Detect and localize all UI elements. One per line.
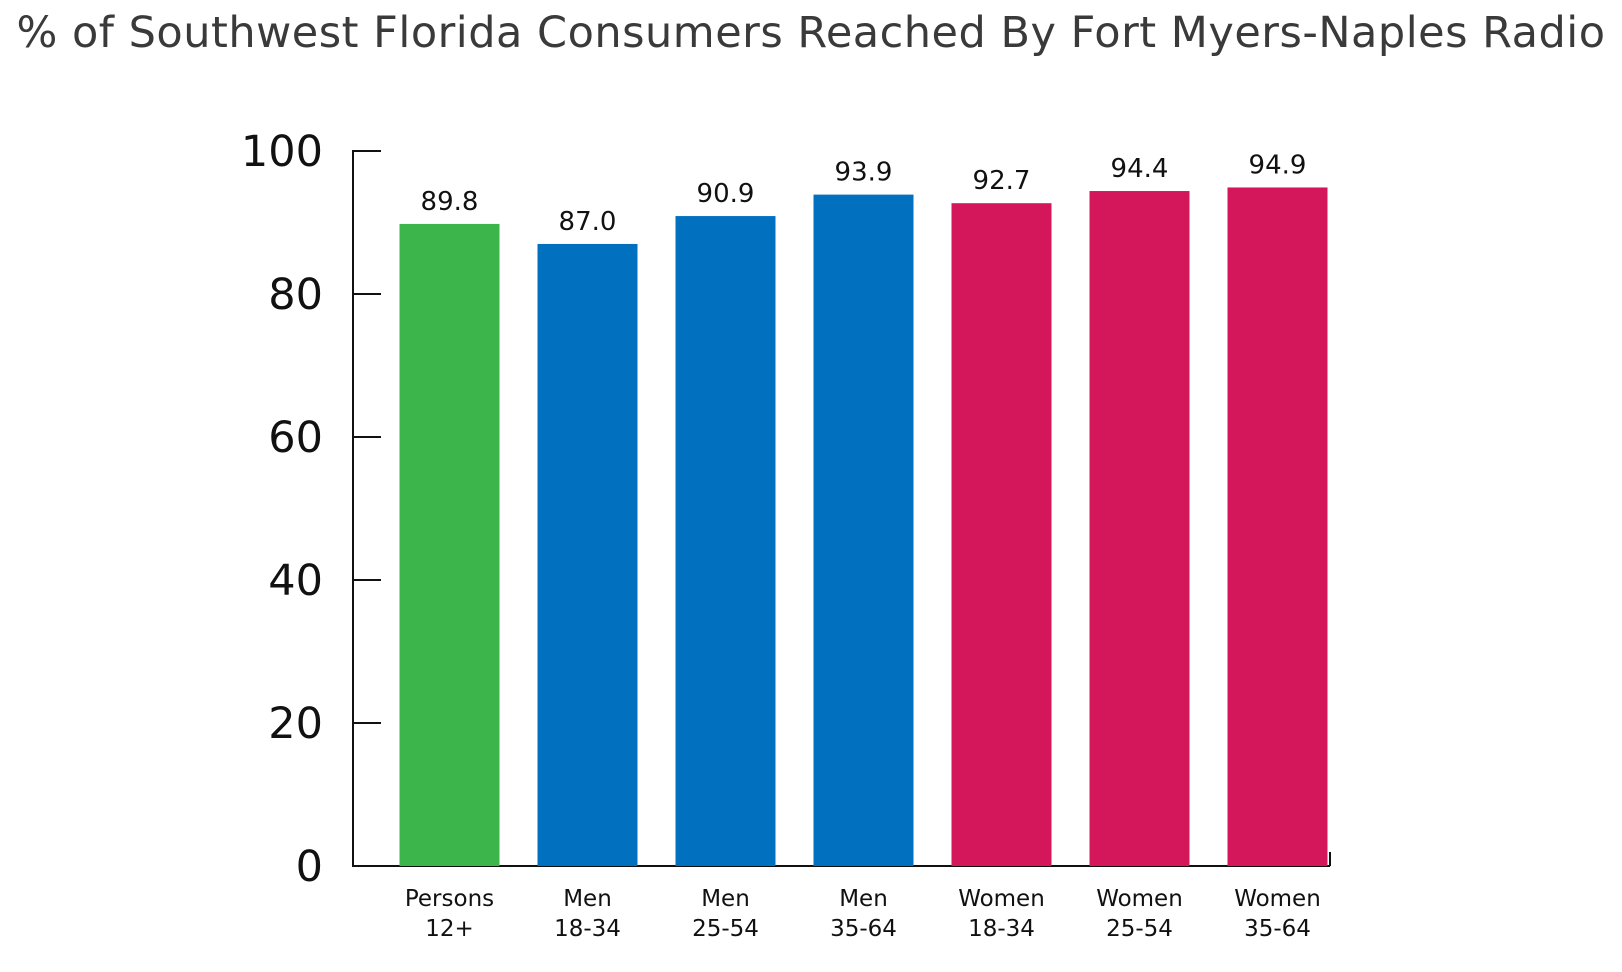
x-tick-label: 18-34	[968, 916, 1035, 942]
x-tick-label: 25-54	[692, 916, 759, 942]
x-tick-label: Men	[701, 886, 750, 912]
data-label: 94.9	[1249, 150, 1307, 180]
chart-labels: 89.8 Persons 12+ 87.0 Men 18-34 90.9 Men 25-54 93…	[405, 150, 1321, 942]
x-tick-label: Persons	[405, 886, 494, 912]
y-tick-label: 40	[268, 556, 323, 606]
y-tick-label: 60	[268, 413, 323, 463]
x-tick-label: Women	[1234, 886, 1321, 912]
data-label: 90.9	[697, 179, 755, 209]
y-tick-label: 20	[268, 699, 323, 749]
bar	[1089, 191, 1190, 867]
data-label: 93.9	[835, 158, 893, 188]
x-tick-label: Men	[563, 886, 612, 912]
bar	[1227, 187, 1328, 867]
x-tick-label: Women	[958, 886, 1045, 912]
x-tick-label: Men	[839, 886, 888, 912]
y-tick-label: 80	[268, 270, 323, 320]
x-tick-label: 35-64	[1244, 916, 1311, 942]
data-label: 89.8	[421, 187, 479, 217]
bar	[951, 203, 1052, 866]
chart-title: % of Southwest Florida Consumers Reached…	[16, 8, 1606, 58]
x-tick-label: Women	[1096, 886, 1183, 912]
x-tick-label: 35-64	[830, 916, 897, 942]
bar	[537, 243, 638, 866]
data-label: 87.0	[559, 207, 617, 237]
bar	[399, 223, 500, 866]
y-tick-label: 100	[241, 127, 323, 177]
chart-bars	[399, 187, 1328, 867]
x-tick-label: 18-34	[554, 916, 621, 942]
x-tick-label: 25-54	[1106, 916, 1173, 942]
data-label: 92.7	[973, 166, 1031, 196]
data-label: 94.4	[1111, 154, 1169, 184]
chart-axes: 0 20 40 60 80 100	[241, 127, 1331, 892]
y-tick-label: 0	[296, 842, 323, 892]
bar	[813, 194, 914, 867]
bar	[675, 216, 776, 866]
x-tick-label: 12+	[425, 916, 474, 942]
